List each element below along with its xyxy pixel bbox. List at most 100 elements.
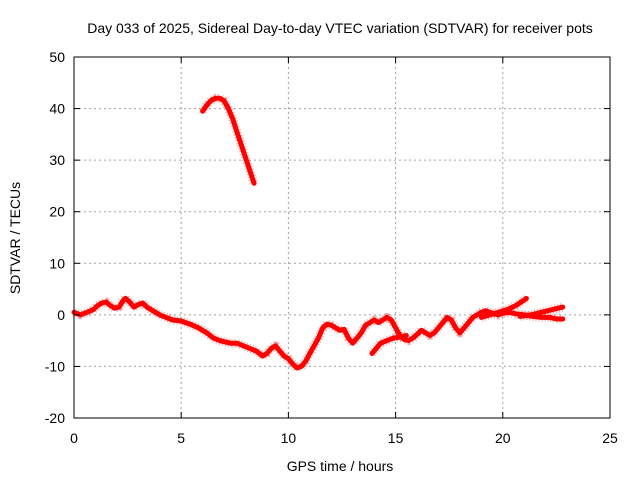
data-point xyxy=(218,339,221,342)
data-point xyxy=(124,297,127,300)
data-point xyxy=(149,308,153,311)
x-tick-label: 15 xyxy=(388,430,404,446)
plot-frame xyxy=(73,56,611,419)
data-point xyxy=(132,305,136,309)
ticks: 0 5 10 15 20 25 -20 -10 0 10 20 30 40 50 xyxy=(45,49,618,446)
data-point xyxy=(270,347,273,350)
data-point xyxy=(475,313,479,317)
data-point xyxy=(520,300,524,303)
data-point xyxy=(145,305,149,309)
x-axis-title: GPS time / hours xyxy=(287,458,394,474)
data-point xyxy=(235,130,239,133)
data-point xyxy=(79,313,82,317)
data-point xyxy=(188,322,191,326)
y-tick-label: -20 xyxy=(45,410,65,426)
y-tick-label: 20 xyxy=(49,204,65,220)
data-point xyxy=(201,109,204,113)
data-point xyxy=(518,315,522,318)
data-point xyxy=(381,318,384,322)
data-point xyxy=(117,305,121,309)
data-point xyxy=(529,313,532,317)
data-point xyxy=(334,326,337,329)
y-tick-label: 30 xyxy=(49,152,65,168)
data-point xyxy=(467,321,470,324)
data-point xyxy=(561,317,565,321)
data-point xyxy=(171,318,174,322)
data-point xyxy=(308,352,312,355)
data-point xyxy=(122,299,125,302)
data-point xyxy=(561,305,565,309)
data-point xyxy=(555,317,558,321)
data-point xyxy=(205,331,209,335)
x-tick-label: 5 xyxy=(177,430,185,446)
data-point xyxy=(471,316,474,319)
data-point xyxy=(405,334,408,337)
y-axis-title: SDTVAR / TECUs xyxy=(7,182,23,294)
data-point xyxy=(463,326,466,329)
data-point xyxy=(514,312,517,316)
data-point xyxy=(321,326,324,329)
data-point xyxy=(300,365,303,368)
data-point xyxy=(372,318,376,322)
data-point xyxy=(164,316,168,319)
y-tick-label: -10 xyxy=(45,358,65,374)
data-point xyxy=(104,300,108,304)
data-point xyxy=(248,347,252,350)
series-layer xyxy=(71,93,566,373)
data-point xyxy=(505,308,509,311)
data-point xyxy=(235,342,239,345)
data-point xyxy=(398,335,402,339)
data-point xyxy=(385,316,389,319)
data-point xyxy=(488,313,492,317)
data-point xyxy=(180,319,183,323)
data-point xyxy=(484,309,487,312)
data-point xyxy=(428,334,432,337)
y-tick-label: 40 xyxy=(49,101,65,117)
data-point xyxy=(454,326,457,329)
data-point xyxy=(548,316,552,319)
data-point xyxy=(229,342,232,345)
data-point xyxy=(550,308,554,311)
data-point xyxy=(525,297,528,300)
data-point xyxy=(497,311,500,314)
data-point xyxy=(242,344,245,347)
data-point xyxy=(370,352,374,355)
data-point xyxy=(85,311,89,314)
data-point xyxy=(540,311,543,314)
data-point xyxy=(212,336,215,340)
data-point xyxy=(312,344,316,347)
data-point xyxy=(252,182,256,185)
data-point xyxy=(360,331,363,335)
data-point xyxy=(137,303,140,306)
data-point xyxy=(407,339,410,342)
data-point xyxy=(197,326,200,329)
data-point xyxy=(317,336,320,340)
x-tick-label: 10 xyxy=(281,430,297,446)
data-point xyxy=(390,318,393,322)
data-point xyxy=(255,349,258,353)
data-point xyxy=(480,311,483,314)
data-point xyxy=(92,308,95,311)
data-point xyxy=(385,339,389,342)
data-point xyxy=(295,366,299,370)
data-point xyxy=(379,342,382,345)
data-point xyxy=(351,342,354,345)
data-point xyxy=(113,306,116,310)
y-tick-label: 50 xyxy=(49,49,65,65)
data-point xyxy=(514,304,517,307)
data-point xyxy=(100,301,104,305)
data-point xyxy=(274,344,277,347)
data-point xyxy=(342,328,346,331)
data-point xyxy=(141,301,144,305)
data-point xyxy=(265,352,269,355)
data-point xyxy=(210,99,213,102)
data-point xyxy=(154,311,157,314)
data-point xyxy=(304,360,307,363)
x-tick-label: 0 xyxy=(70,430,78,446)
data-point xyxy=(325,322,329,326)
data-point xyxy=(222,340,226,343)
data-point xyxy=(347,336,350,340)
data-point xyxy=(540,316,543,319)
x-tick-label: 20 xyxy=(495,430,511,446)
